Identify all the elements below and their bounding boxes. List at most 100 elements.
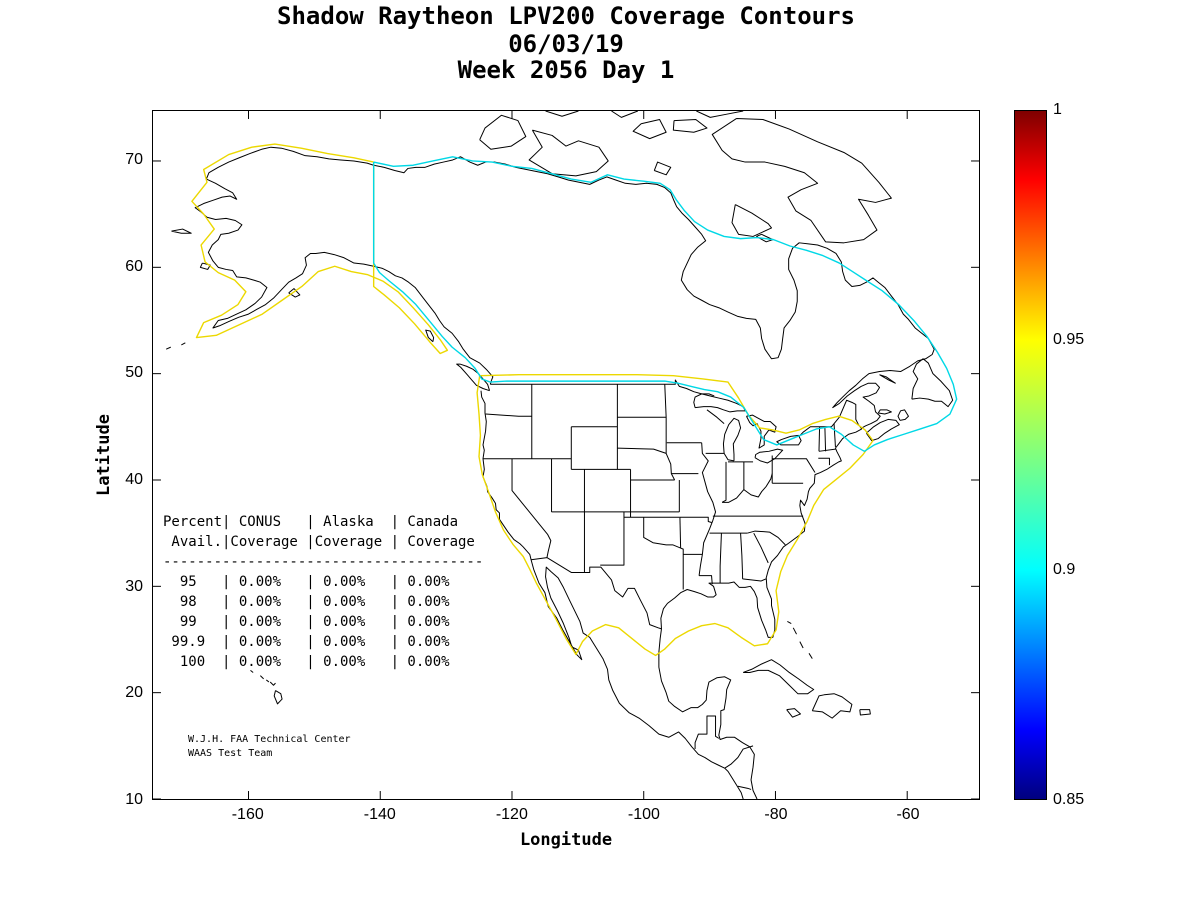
credit-line2: WAAS Test Team xyxy=(188,748,273,759)
map-outline xyxy=(699,575,713,585)
map-outline xyxy=(528,129,609,177)
colorbar-tick-label: 0.85 xyxy=(1053,791,1085,808)
map-outline xyxy=(658,428,863,799)
map-outline xyxy=(724,745,754,769)
map-outline xyxy=(425,329,435,343)
map-outline xyxy=(808,653,813,659)
x-tick-label: -80 xyxy=(764,806,788,823)
map-outline xyxy=(787,620,792,624)
map-outline xyxy=(269,681,276,686)
map-outline xyxy=(259,675,264,680)
map-outline xyxy=(199,262,211,270)
map-outline xyxy=(266,679,270,683)
map-outline xyxy=(511,458,552,558)
map-outline xyxy=(485,413,532,417)
map-outline xyxy=(818,426,821,452)
map-outline xyxy=(818,448,836,452)
credit-line1: W.J.H. FAA Technical Center xyxy=(188,734,351,745)
map-outline xyxy=(643,517,684,590)
map-outline xyxy=(653,161,672,176)
map-outline xyxy=(479,114,527,150)
plot-title-line2: 06/03/19 xyxy=(508,30,624,58)
coverage-table: Percent| CONUS | Alaska | Canada Avail.|… xyxy=(163,514,484,670)
availability-0.90-contour xyxy=(372,156,958,453)
map-outline xyxy=(181,342,186,346)
map-outline xyxy=(531,557,662,630)
map-outline xyxy=(859,709,871,716)
map-outline xyxy=(818,457,830,466)
y-tick-label: 50 xyxy=(125,364,143,382)
map-outline xyxy=(611,111,639,118)
map-outline xyxy=(679,517,682,549)
y-tick-label: 60 xyxy=(125,257,143,275)
map-outline xyxy=(743,473,773,498)
colorbar-tick-label: 0.9 xyxy=(1053,561,1076,578)
map-outline xyxy=(490,379,715,397)
map-outline xyxy=(711,117,892,244)
map-outline xyxy=(273,690,283,705)
plot-title-line1: Shadow Raytheon LPV200 Coverage Contours xyxy=(277,2,855,30)
map-outline xyxy=(698,442,717,576)
map-outline xyxy=(545,111,579,117)
map-outline xyxy=(721,461,727,503)
x-tick-label: -60 xyxy=(896,806,920,823)
map-svg xyxy=(153,111,979,799)
map-outline xyxy=(879,374,896,384)
map-outline xyxy=(719,533,722,584)
y-axis-label: Latitude xyxy=(94,414,114,496)
map-outline xyxy=(897,409,909,421)
x-tick-label: -120 xyxy=(495,806,528,823)
colorbar-tick-label: 0.95 xyxy=(1053,331,1085,348)
map-outline xyxy=(740,533,744,579)
map-outline xyxy=(786,708,802,718)
map-outline xyxy=(865,418,900,442)
map-outline xyxy=(664,384,676,481)
y-tick-label: 10 xyxy=(125,791,143,808)
credit-block: W.J.H. FAA Technical Center WAAS Test Te… xyxy=(188,733,351,761)
map-outline xyxy=(165,346,171,350)
x-tick-label: -160 xyxy=(231,806,264,823)
x-tick-label: -100 xyxy=(627,806,660,823)
map-outline xyxy=(706,409,725,424)
map-outline xyxy=(792,627,797,635)
map-outline xyxy=(742,659,815,695)
map-outline xyxy=(250,669,254,673)
map-outline xyxy=(672,118,708,133)
map-outline xyxy=(632,118,667,140)
map-outline xyxy=(798,399,863,437)
map-outline xyxy=(456,363,491,392)
map-outline xyxy=(737,785,752,790)
y-tick-label: 30 xyxy=(125,577,143,595)
availability-0.95-contour xyxy=(191,143,449,355)
x-axis-label: Longitude xyxy=(519,830,613,850)
x-tick-label: -140 xyxy=(363,806,396,823)
map-outline xyxy=(754,448,784,464)
map-outline xyxy=(694,715,720,750)
map-outline xyxy=(833,423,836,448)
map-outline xyxy=(753,532,769,564)
availability-0.95-contour xyxy=(476,374,874,657)
map-outline xyxy=(288,288,301,298)
plot-title-line3: Week 2056 Day 1 xyxy=(457,56,675,84)
map-outline xyxy=(824,426,827,452)
map-outline xyxy=(799,641,804,649)
map-outline xyxy=(722,417,742,462)
map-outline xyxy=(877,409,892,415)
y-tick-label: 20 xyxy=(125,684,143,702)
y-tick-label: 40 xyxy=(125,471,143,489)
map-outline xyxy=(772,458,816,473)
plot-area xyxy=(152,110,980,800)
map-outline xyxy=(747,530,786,546)
map-outline xyxy=(742,578,767,582)
map-outline xyxy=(171,228,192,234)
map-outline xyxy=(696,111,744,118)
map-outline xyxy=(731,204,773,237)
colorbar-tick-label: 1 xyxy=(1053,101,1062,118)
map-outline xyxy=(679,516,712,523)
map-outline xyxy=(600,511,625,566)
map-outline xyxy=(722,489,745,503)
map-outline xyxy=(811,693,853,719)
map-outline xyxy=(911,358,954,408)
map-outline xyxy=(194,146,935,429)
